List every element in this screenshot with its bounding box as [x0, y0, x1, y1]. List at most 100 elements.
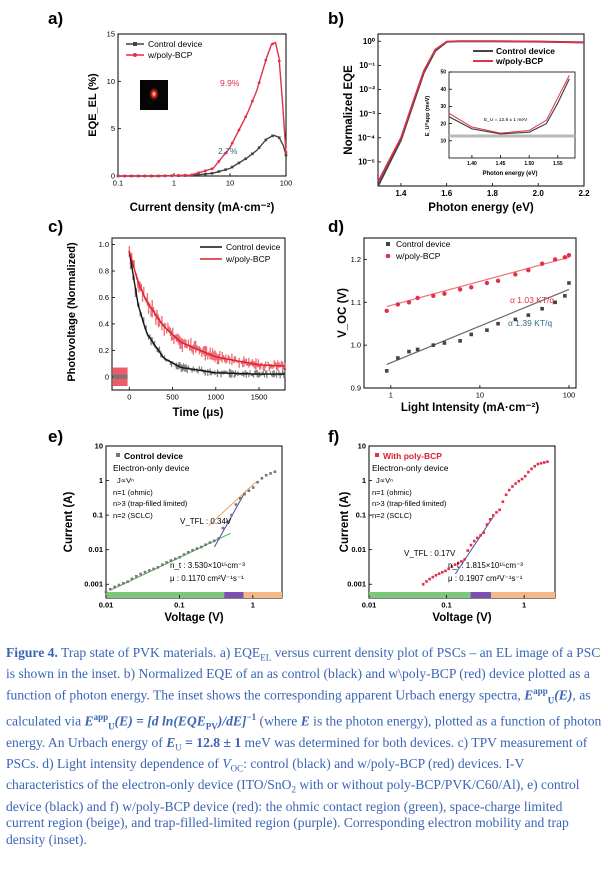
- caption-math: = 12.8 ± 1: [181, 734, 242, 750]
- data-point-control: [217, 170, 221, 173]
- data-point-control: [442, 341, 447, 345]
- y-axis-label: Normalized EQE: [343, 65, 355, 155]
- data-point: [542, 461, 546, 464]
- data-point-control: [431, 343, 436, 347]
- plot-frame: [111, 237, 286, 391]
- y-tick-label: 10⁻¹: [359, 61, 375, 70]
- y-tick-label: 0.1: [93, 511, 103, 520]
- data-point-poly: [136, 174, 140, 178]
- x-tick-label: 2.0: [533, 189, 545, 198]
- data-point: [456, 561, 460, 565]
- panel-f: f) 0.01 0.1 1 0.001 0.01 0.1 1 10 Current (A) V…: [328, 427, 556, 624]
- data-point-poly: [163, 174, 167, 178]
- caption-math: )/dE]: [217, 713, 247, 729]
- x-tick-label: 1: [172, 179, 176, 188]
- data-point: [126, 580, 129, 583]
- plot-frame: [363, 237, 577, 389]
- data-point: [425, 580, 428, 583]
- data-point: [428, 577, 431, 581]
- caption-sub: OC: [230, 763, 244, 774]
- y-tick-label: 10⁻⁵: [358, 158, 375, 167]
- y-axis-label: Photovoltage (Normalized): [66, 242, 78, 382]
- caption-text: : control (black) and w/poly-BCP (red) d…: [6, 755, 525, 793]
- note: n=1 (ohmic): [372, 488, 412, 497]
- data-point: [165, 561, 168, 564]
- data-point-poly: [123, 174, 127, 178]
- fit-sclc: [208, 481, 257, 526]
- annotation: 2.7%: [218, 146, 238, 156]
- data-point: [217, 537, 220, 540]
- data-point: [169, 559, 173, 562]
- x-tick-label: 0.01: [99, 601, 114, 610]
- data-point: [507, 488, 511, 492]
- y-tick-label: 5: [111, 124, 115, 133]
- data-point-poly: [150, 174, 154, 178]
- data-point-poly: [224, 151, 227, 155]
- fit-line-control: [386, 288, 570, 365]
- caption-math: E: [524, 687, 534, 703]
- figure-caption: Figure 4. Trap state of PVK materials. a…: [6, 645, 602, 848]
- data-point-poly: [495, 278, 501, 284]
- caption-sup: app: [533, 685, 548, 696]
- data-point: [148, 569, 151, 572]
- caption-sub: U: [175, 742, 182, 753]
- data-point-poly: [177, 174, 180, 177]
- x-axis-label: Voltage (V): [164, 612, 223, 624]
- data-point: [492, 514, 495, 517]
- note: n=2 (SCLC): [372, 511, 412, 520]
- caption-math: (E) = [d ln(EQE: [114, 713, 206, 729]
- region-tfl: [224, 592, 244, 598]
- el-image-inset: [140, 80, 168, 110]
- mobility: μ : 0.1907 cm²V⁻¹s⁻¹: [448, 574, 523, 583]
- data-point-poly: [130, 174, 133, 178]
- data-point: [143, 570, 147, 574]
- region-bar: [369, 592, 555, 598]
- x-tick-label: 0.1: [174, 601, 184, 610]
- legend: Control device w/poly-BCP: [194, 240, 283, 268]
- data-point-poly: [271, 42, 274, 46]
- region-bar: [106, 592, 282, 598]
- data-point: [520, 477, 524, 481]
- trap-density: n_t : 3.530×10¹⁵cm⁻³: [170, 561, 245, 570]
- vtfl-label: V_TFL : 0.17V: [404, 549, 456, 558]
- y-axis-label: Current (A): [339, 491, 351, 552]
- series-control-fit: [128, 251, 285, 375]
- legend: Control device w/poly-BCP: [385, 239, 451, 261]
- caption-math: E: [84, 713, 94, 729]
- data-point: [204, 543, 207, 546]
- y-tick-label: 10⁻⁴: [358, 133, 375, 142]
- data-point-control: [567, 281, 571, 285]
- y-tick-label: 0.9: [351, 384, 361, 393]
- caption-text: (where: [256, 713, 301, 729]
- legend: Control device w/poly-BCP: [473, 46, 555, 66]
- note: n=2 (SCLC): [113, 511, 153, 520]
- legend-label: With poly-BCP: [383, 451, 442, 461]
- y-tick-label: 1.1: [351, 298, 361, 307]
- note: n>3 (trap-filled limited): [113, 499, 188, 508]
- data-point: [495, 511, 498, 514]
- data-point-poly: [484, 280, 490, 286]
- caption-text: , as calculated via: [6, 687, 591, 729]
- y-tick-label: 0: [105, 372, 109, 381]
- data-point: [472, 539, 476, 543]
- series-poly-line: [377, 40, 585, 183]
- data-point: [199, 545, 203, 549]
- data-point: [498, 508, 501, 512]
- data-point: [238, 497, 242, 500]
- data-point-control: [540, 306, 544, 311]
- note: n>3 (trap-filled limited): [372, 499, 447, 508]
- data-point: [517, 479, 521, 483]
- data-point: [485, 523, 489, 526]
- data-point-poly: [562, 255, 568, 260]
- data-point: [251, 486, 255, 489]
- data-point: [482, 531, 486, 534]
- inset-frame: [448, 71, 576, 159]
- region-sclc: [243, 592, 282, 598]
- region-tfl: [470, 592, 492, 598]
- x-tick-label: 1.50: [524, 161, 534, 167]
- caption-text: with or without poly-BCP/PVK/C60/Al), e)…: [6, 777, 580, 847]
- data-point: [533, 464, 537, 468]
- data-point-control: [237, 161, 241, 165]
- x-tick-label: 10: [226, 179, 234, 188]
- data-point: [488, 518, 492, 521]
